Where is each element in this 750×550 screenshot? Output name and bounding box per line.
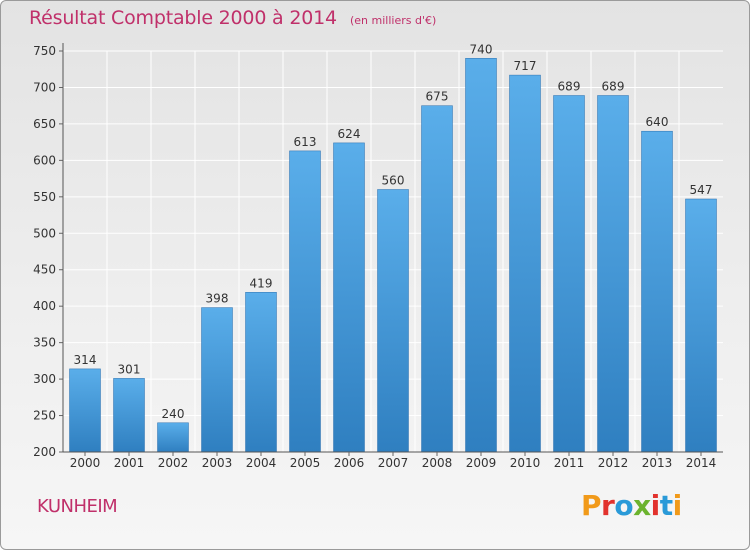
value-label: 560 bbox=[382, 174, 405, 188]
y-tick-label: 700 bbox=[33, 80, 56, 94]
title-row: Résultat Comptable 2000 à 2014 (en milli… bbox=[29, 7, 436, 29]
y-tick-label: 400 bbox=[33, 299, 56, 313]
brand-letter: r bbox=[601, 489, 615, 522]
bar-2009 bbox=[465, 58, 497, 453]
bars bbox=[69, 58, 717, 453]
y-tick-label: 500 bbox=[33, 226, 56, 240]
value-label: 640 bbox=[646, 115, 669, 129]
value-label: 419 bbox=[250, 276, 273, 290]
value-label: 398 bbox=[206, 292, 229, 306]
value-label: 613 bbox=[294, 135, 317, 149]
chart-subtitle: (en milliers d'€) bbox=[349, 14, 437, 27]
y-tick-label: 350 bbox=[33, 336, 56, 350]
bar-2008 bbox=[421, 105, 453, 453]
x-tick-label: 2008 bbox=[422, 456, 453, 470]
x-tick-label: 2014 bbox=[686, 456, 717, 470]
value-label: 740 bbox=[470, 42, 493, 56]
x-tick-label: 2013 bbox=[642, 456, 673, 470]
y-tick-label: 600 bbox=[33, 153, 56, 167]
value-label: 547 bbox=[690, 183, 713, 197]
axes: 200 250 300 350 400 450 500 550 600 650 700 750 2000… bbox=[33, 43, 723, 470]
y-tick-label: 450 bbox=[33, 263, 56, 277]
value-label: 675 bbox=[426, 90, 449, 104]
x-tick-label: 2007 bbox=[378, 456, 409, 470]
x-tick-label: 2006 bbox=[334, 456, 365, 470]
value-label: 689 bbox=[602, 79, 625, 93]
data-labels: 314 301 240 398 419 613 624 560 675 740 717 689 689 6… bbox=[74, 42, 713, 421]
y-tick-label: 550 bbox=[33, 190, 56, 204]
value-label: 624 bbox=[338, 127, 361, 141]
bar-2014 bbox=[685, 198, 717, 453]
bar-2011 bbox=[553, 95, 585, 453]
y-tick-label: 300 bbox=[33, 372, 56, 386]
x-tick-label: 2012 bbox=[598, 456, 629, 470]
bar-2013 bbox=[641, 130, 673, 453]
bar-2000 bbox=[69, 368, 101, 453]
x-tick-label: 2002 bbox=[158, 456, 189, 470]
x-tick-label: 2005 bbox=[290, 456, 321, 470]
brand-letter: t bbox=[659, 489, 673, 522]
chart-title: Résultat Comptable 2000 à 2014 bbox=[29, 7, 337, 29]
x-tick-label: 2011 bbox=[554, 456, 585, 470]
value-label: 717 bbox=[514, 59, 537, 73]
x-tick-label: 2010 bbox=[510, 456, 541, 470]
bar-2012 bbox=[597, 95, 629, 453]
brand-letter: i bbox=[650, 489, 661, 522]
bar-2002 bbox=[157, 422, 189, 453]
x-tick-label: 2003 bbox=[202, 456, 233, 470]
brand-letter: x bbox=[633, 489, 651, 522]
value-label: 301 bbox=[118, 362, 141, 376]
y-tick-label: 250 bbox=[33, 409, 56, 423]
y-tick-label: 650 bbox=[33, 117, 56, 131]
bar-2001 bbox=[113, 378, 145, 453]
x-tick-label: 2004 bbox=[246, 456, 277, 470]
brand-letter: o bbox=[614, 489, 634, 522]
brand-letter: P bbox=[581, 489, 602, 522]
bar-2005 bbox=[289, 150, 321, 453]
bar-2006 bbox=[333, 142, 365, 453]
brand-logo: Proxiti bbox=[581, 489, 682, 522]
commune-name: KUNHEIM bbox=[37, 496, 118, 517]
value-label: 689 bbox=[558, 79, 581, 93]
x-tick-label: 2009 bbox=[466, 456, 497, 470]
bar-2007 bbox=[377, 189, 409, 453]
bar-2004 bbox=[245, 292, 277, 453]
brand-letter: i bbox=[672, 489, 683, 522]
x-tick-label: 2001 bbox=[114, 456, 145, 470]
bar-2010 bbox=[509, 74, 541, 453]
bar-2003 bbox=[201, 307, 233, 453]
x-tick-label: 2000 bbox=[70, 456, 101, 470]
y-tick-label: 750 bbox=[33, 44, 56, 58]
y-tick-label: 200 bbox=[33, 445, 56, 459]
value-label: 240 bbox=[162, 407, 185, 421]
value-label: 314 bbox=[74, 353, 97, 367]
